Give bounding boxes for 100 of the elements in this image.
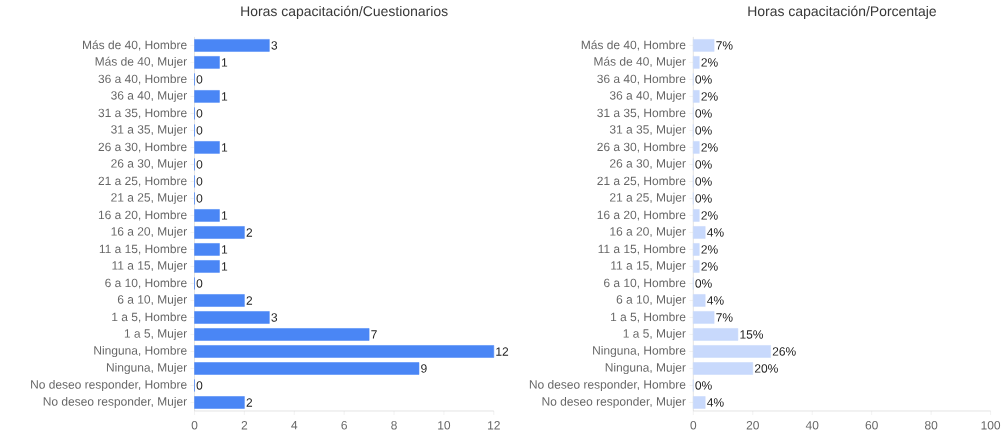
y-tick-label: Más de 40, Hombre bbox=[581, 40, 686, 51]
data-label: 4% bbox=[707, 296, 724, 305]
bar bbox=[693, 90, 700, 103]
data-label: 0% bbox=[695, 279, 712, 288]
y-tick-label: 26 a 30, Hombre bbox=[98, 142, 187, 153]
data-label: 1 bbox=[221, 92, 228, 101]
bar bbox=[194, 243, 220, 256]
data-label: 4% bbox=[707, 398, 724, 407]
x-tick-label: 100 bbox=[981, 421, 1001, 430]
bar bbox=[693, 39, 715, 52]
x-tick-label: 10 bbox=[438, 421, 451, 430]
bar bbox=[693, 294, 706, 307]
y-tick-label: 6 a 10, Hombre bbox=[604, 278, 686, 289]
y-tick-label: 26 a 30, Mujer bbox=[610, 158, 686, 171]
data-label: 2% bbox=[701, 143, 718, 152]
y-tick-label: Ninguna, Mujer bbox=[605, 362, 686, 375]
data-label: 0 bbox=[196, 194, 203, 203]
y-tick-label: 6 a 10, Hombre bbox=[105, 278, 187, 289]
data-label: 4% bbox=[707, 228, 724, 237]
bar bbox=[693, 396, 706, 409]
bar bbox=[194, 56, 220, 69]
data-label: 1 bbox=[221, 58, 228, 67]
y-tick-label: 6 a 10, Mujer bbox=[616, 294, 686, 307]
y-tick-label: 16 a 20, Mujer bbox=[610, 226, 686, 239]
y-tick-label: 11 a 15, Mujer bbox=[611, 260, 686, 273]
y-tick-label: 6 a 10, Mujer bbox=[117, 294, 187, 307]
x-tick-label: 40 bbox=[805, 421, 819, 430]
y-tick-label: 21 a 25, Mujer bbox=[610, 192, 686, 205]
bar bbox=[693, 56, 700, 69]
data-label: 1 bbox=[221, 143, 228, 152]
bar bbox=[194, 90, 220, 103]
bar bbox=[693, 345, 771, 358]
y-tick-label: Más de 40, Mujer bbox=[95, 56, 187, 69]
x-tick-label: 0 bbox=[191, 421, 198, 430]
bar bbox=[693, 328, 739, 341]
data-label: 0 bbox=[196, 75, 203, 84]
bar bbox=[194, 39, 270, 52]
y-tick-label: 1 a 5, Mujer bbox=[124, 328, 187, 341]
y-tick-label: Más de 40, Hombre bbox=[83, 40, 187, 51]
y-tick-label: 36 a 40, Mujer bbox=[111, 90, 187, 103]
bar bbox=[693, 243, 700, 256]
data-label: 12 bbox=[496, 347, 509, 356]
y-tick-label: Ninguna, Mujer bbox=[106, 362, 187, 375]
data-label: 2 bbox=[246, 228, 253, 237]
y-tick-label: 31 a 35, Mujer bbox=[609, 124, 686, 137]
data-label: 0 bbox=[196, 279, 203, 288]
x-tick-label: 20 bbox=[746, 421, 759, 430]
bar bbox=[194, 345, 495, 358]
data-label: 2% bbox=[701, 92, 718, 101]
x-tick-label: 0 bbox=[690, 421, 697, 430]
y-tick-label: 16 a 20, Hombre bbox=[98, 210, 187, 221]
data-label: 0% bbox=[695, 109, 712, 118]
y-tick-label: 11 a 15, Mujer bbox=[112, 260, 187, 273]
y-tick-label: 1 a 5, Hombre bbox=[112, 312, 187, 323]
data-label: 2% bbox=[701, 262, 718, 271]
bar bbox=[194, 311, 270, 324]
x-tick-label: 8 bbox=[391, 421, 397, 430]
x-tick-label: 4 bbox=[291, 421, 298, 430]
y-tick-label: 31 a 35, Mujer bbox=[111, 124, 187, 137]
x-tick-label: 60 bbox=[865, 421, 878, 430]
bar bbox=[194, 209, 220, 222]
y-tick-label: 16 a 20, Hombre bbox=[597, 210, 686, 221]
y-tick-label: 21 a 25, Mujer bbox=[111, 192, 187, 205]
data-label: 0 bbox=[196, 177, 203, 186]
data-label: 20% bbox=[754, 364, 778, 373]
bar bbox=[693, 226, 706, 239]
y-tick-label: Ninguna, Hombre bbox=[94, 345, 187, 358]
y-tick-label: No deseo responder, Hombre bbox=[31, 379, 187, 392]
bar bbox=[194, 328, 370, 341]
data-label: 0 bbox=[196, 381, 203, 390]
y-tick-label: 36 a 40, Hombre bbox=[98, 74, 187, 85]
data-label: 2% bbox=[701, 58, 718, 67]
data-label: 26% bbox=[772, 347, 796, 356]
y-tick-label: 16 a 20, Mujer bbox=[111, 226, 187, 239]
data-label: 0% bbox=[695, 194, 712, 203]
data-label: 0% bbox=[695, 381, 712, 390]
data-label: 2 bbox=[246, 398, 253, 407]
y-tick-label: 36 a 40, Mujer bbox=[609, 90, 686, 103]
y-tick-label: 11 a 15, Hombre bbox=[99, 244, 187, 255]
data-label: 1 bbox=[221, 211, 228, 220]
data-label: 9 bbox=[421, 364, 427, 373]
bar bbox=[693, 209, 700, 222]
y-tick-label: 1 a 5, Hombre bbox=[611, 312, 686, 323]
data-label: 2% bbox=[701, 245, 718, 254]
data-label: 3 bbox=[271, 313, 278, 322]
data-label: 3 bbox=[271, 41, 278, 50]
y-tick-label: 31 a 35, Hombre bbox=[597, 108, 686, 119]
bar bbox=[693, 362, 754, 375]
data-label: 0% bbox=[695, 177, 712, 186]
bar bbox=[194, 294, 245, 307]
y-tick-label: 1 a 5, Mujer bbox=[623, 328, 686, 341]
bar bbox=[194, 260, 220, 273]
data-label: 15% bbox=[740, 330, 764, 339]
data-label: 0% bbox=[695, 160, 712, 169]
y-tick-label: 26 a 30, Mujer bbox=[111, 158, 187, 171]
y-tick-label: 21 a 25, Hombre bbox=[597, 176, 686, 187]
bar bbox=[194, 226, 245, 239]
y-tick-label: No deseo responder, Hombre bbox=[529, 379, 686, 392]
y-tick-label: 26 a 30, Hombre bbox=[597, 142, 686, 153]
data-label: 7 bbox=[371, 330, 377, 339]
